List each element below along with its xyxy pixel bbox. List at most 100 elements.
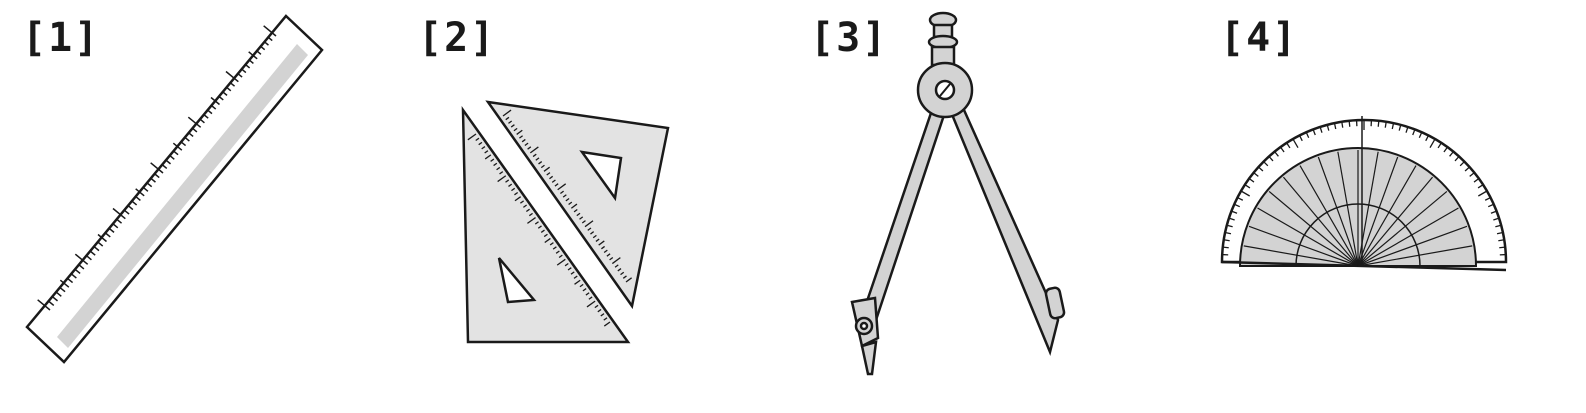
set-square-tick	[493, 162, 498, 167]
protractor-tick	[1498, 239, 1505, 242]
ruler-tick	[48, 301, 55, 307]
ruler-ticks	[37, 25, 277, 311]
ruler-tick	[154, 173, 160, 179]
protractor-tick	[1253, 172, 1259, 177]
ruler-tick	[221, 90, 228, 96]
set-square-tick	[519, 135, 524, 139]
set-square-tick	[513, 127, 518, 132]
set-square-tick	[564, 262, 569, 267]
protractor-icon	[1220, 116, 1508, 272]
protractor-tick	[1449, 151, 1454, 157]
set-square-tick	[611, 257, 621, 265]
set-square-tick	[598, 240, 605, 246]
protractor-tick	[1490, 210, 1497, 214]
ruler-tick	[165, 159, 172, 165]
set-square-tick	[508, 183, 513, 187]
set-square-tick	[617, 268, 622, 272]
set-square-tick	[601, 245, 606, 250]
set-square-tick	[597, 308, 602, 313]
set-square-tick	[579, 216, 584, 220]
set-square-tick	[587, 227, 592, 231]
protractor-tick	[1469, 172, 1475, 177]
set-square-tick	[540, 164, 545, 169]
ruler-tick	[240, 68, 247, 74]
protractor-tick	[1464, 166, 1470, 172]
protractor-ray	[1357, 245, 1473, 267]
set-square-tick	[520, 200, 525, 204]
compass-icon	[850, 11, 1066, 376]
ruler-tick	[206, 109, 213, 115]
ruler-tick	[112, 223, 119, 229]
set-square-tick	[514, 191, 519, 196]
ruler-tick	[93, 246, 100, 252]
ruler-tick	[187, 116, 202, 128]
set-square-tick	[549, 242, 554, 246]
set-square-tick	[497, 175, 507, 183]
set-square-tick	[544, 237, 551, 244]
ruler-tick	[161, 164, 168, 170]
set-square-tick	[570, 271, 575, 275]
set-square-tick	[505, 179, 510, 183]
ruler-tick	[150, 162, 164, 174]
compass-screw-right	[1044, 286, 1066, 320]
protractor-tick	[1412, 129, 1416, 136]
ruler-tick	[97, 241, 104, 247]
set-squares-icon	[461, 100, 670, 344]
protractor-ray	[1248, 225, 1359, 267]
set-square-tick	[499, 171, 504, 175]
set-square-tick	[528, 212, 533, 217]
protractor-ray	[1357, 151, 1379, 267]
protractor-ray	[1357, 176, 1434, 267]
set-square-tick	[551, 179, 556, 183]
ruler-tick	[244, 63, 251, 69]
protractor-ray	[1268, 190, 1359, 267]
set-square-right	[485, 100, 670, 310]
protractor-tick	[1244, 184, 1251, 189]
protractor-tick	[1223, 239, 1230, 242]
ruler-tick	[135, 188, 145, 197]
set-square-tick	[484, 154, 492, 160]
ruler-tick	[59, 287, 66, 293]
protractor-tick	[1286, 142, 1291, 149]
compass-screw-left-center	[859, 321, 869, 331]
set-square-tick	[622, 275, 627, 279]
protractor-tick	[1484, 196, 1491, 201]
set-square-tick	[588, 296, 593, 300]
ruler-tick	[236, 72, 243, 78]
ruler-tick	[116, 218, 123, 224]
ruler-tick	[52, 296, 59, 302]
protractor-tick	[1228, 217, 1235, 221]
protractor-tick	[1224, 231, 1232, 235]
set-square-tick	[576, 212, 581, 217]
set-square-tick	[478, 141, 483, 146]
set-square-tick	[546, 172, 551, 176]
ruler-tick	[108, 227, 115, 233]
protractor-tick	[1443, 146, 1448, 153]
protractor-tick	[1319, 126, 1323, 133]
set-square-tick	[595, 238, 600, 242]
set-square-right-hole	[579, 150, 623, 202]
protractor-tick	[1341, 121, 1344, 128]
ruler-tick	[199, 118, 205, 124]
label-1: [1]	[22, 15, 101, 61]
set-square-tick	[568, 201, 573, 206]
ruler-tick	[142, 186, 149, 192]
ruler-tick	[191, 127, 198, 133]
protractor-ray	[1257, 207, 1359, 267]
protractor-ray	[1282, 176, 1359, 267]
set-square-tick	[467, 133, 477, 141]
set-square-tick	[558, 254, 563, 259]
ruler-tick	[74, 253, 89, 265]
compass-pencil-tip	[860, 340, 878, 376]
set-square-tick	[532, 153, 537, 158]
set-square-tick	[510, 124, 515, 128]
set-square-tick	[581, 220, 586, 224]
protractor-tick	[1226, 224, 1233, 228]
set-square-tick	[586, 300, 596, 308]
set-square-tick	[579, 283, 584, 288]
protractor-tick	[1391, 122, 1395, 130]
set-square-tick	[516, 129, 523, 135]
protractor-tick	[1268, 156, 1274, 162]
ruler-tick	[225, 86, 232, 92]
set-square-tick	[565, 197, 570, 202]
